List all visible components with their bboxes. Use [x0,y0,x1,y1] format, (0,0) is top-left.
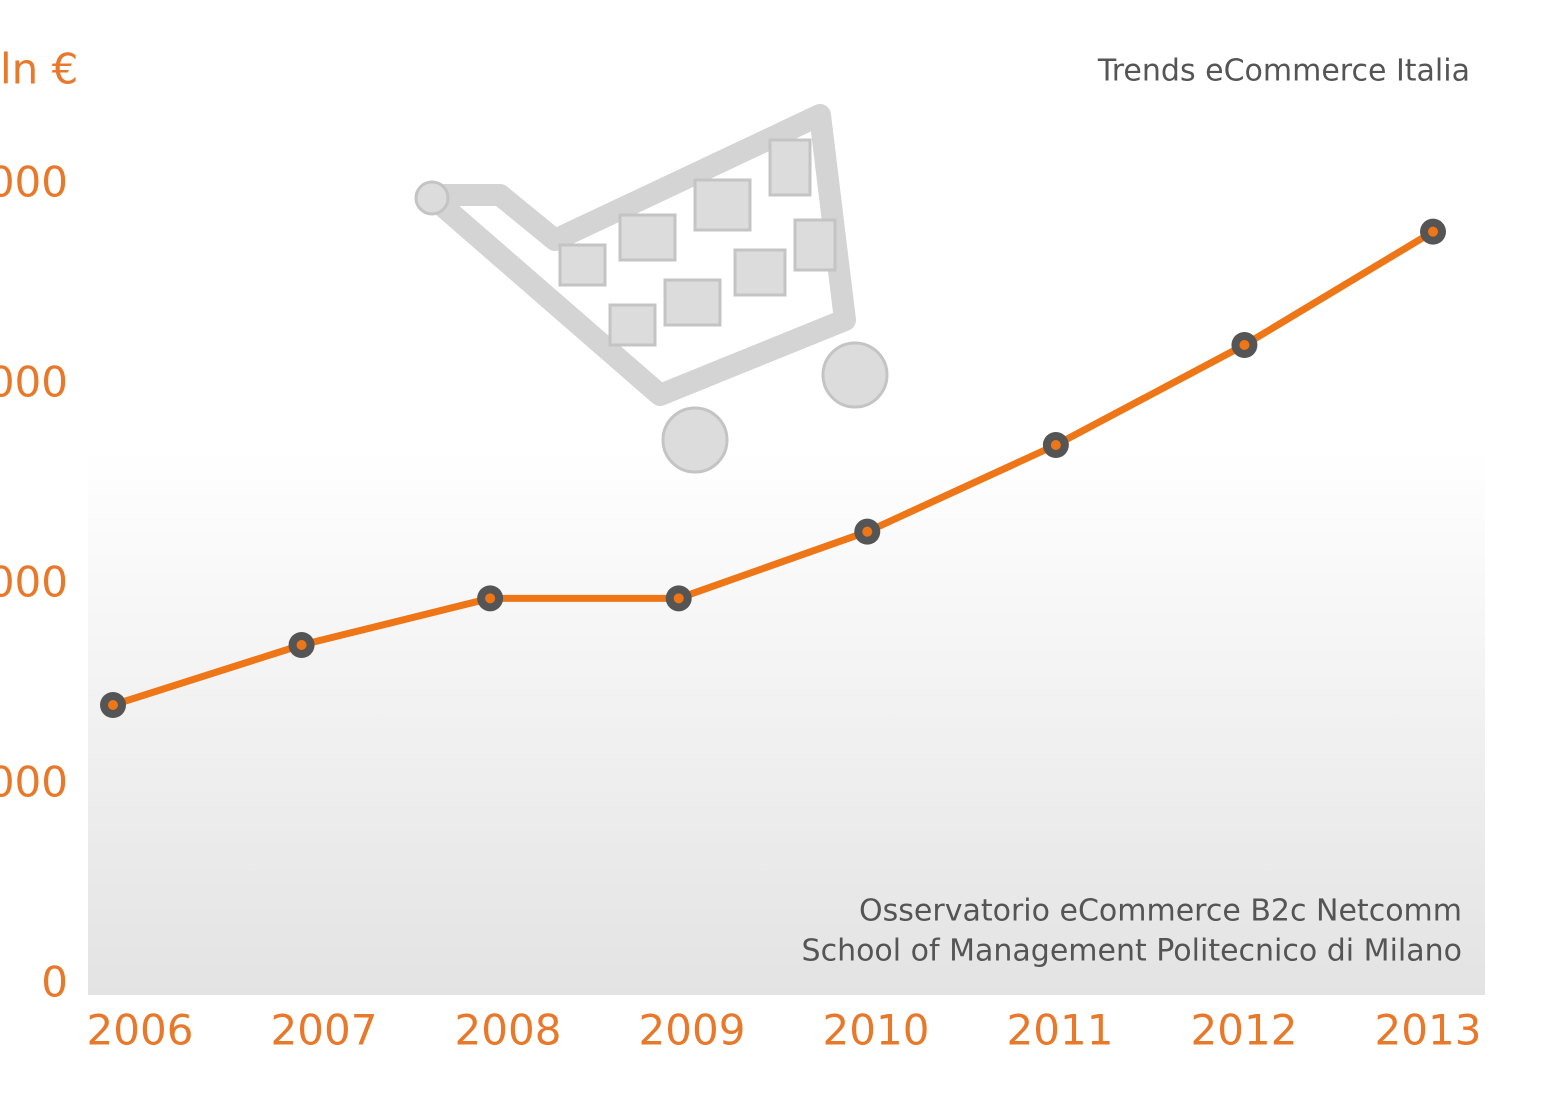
x-tick-label: 2013 [1375,1006,1482,1055]
marker-dot [485,593,496,604]
marker-dot [862,526,873,537]
data-point [854,518,881,545]
x-tick-label: 2010 [823,1006,930,1055]
data-point [1420,218,1446,245]
y-tick-label: 000 [0,758,68,807]
x-tick-label: 2011 [1007,1006,1114,1055]
y-tick-label: 000 [0,158,68,207]
data-point [665,585,692,612]
source-note: Osservatorio eCommerce B2c Netcomm [859,894,1462,929]
x-tick-label: 2008 [455,1006,562,1055]
source-note: School of Management Politecnico di Mila… [802,934,1462,969]
y-tick-label: 000 [0,558,68,607]
marker-dot [1428,226,1438,237]
data-point [1042,432,1069,458]
marker-dot [108,700,118,710]
data-point [100,692,126,718]
chart-title: Trends eCommerce Italia [1097,54,1470,89]
marker-dot [1050,440,1061,450]
y-tick-label: 0 [41,958,68,1007]
data-point [477,585,504,612]
data-line [111,228,1435,709]
marker-dot [1239,340,1250,350]
data-point [288,632,315,658]
marker-dot [296,640,307,650]
x-tick-label: 2007 [271,1006,378,1055]
cart-illustration [414,104,889,474]
data-point [1231,332,1258,358]
marker-dot [673,593,684,604]
x-tick-label: 2009 [639,1006,746,1055]
x-tick-label: 2012 [1191,1006,1298,1055]
y-tick-label: 000 [0,358,68,407]
y-axis-label: ln € [0,45,78,94]
x-tick-label: 2006 [87,1006,194,1055]
